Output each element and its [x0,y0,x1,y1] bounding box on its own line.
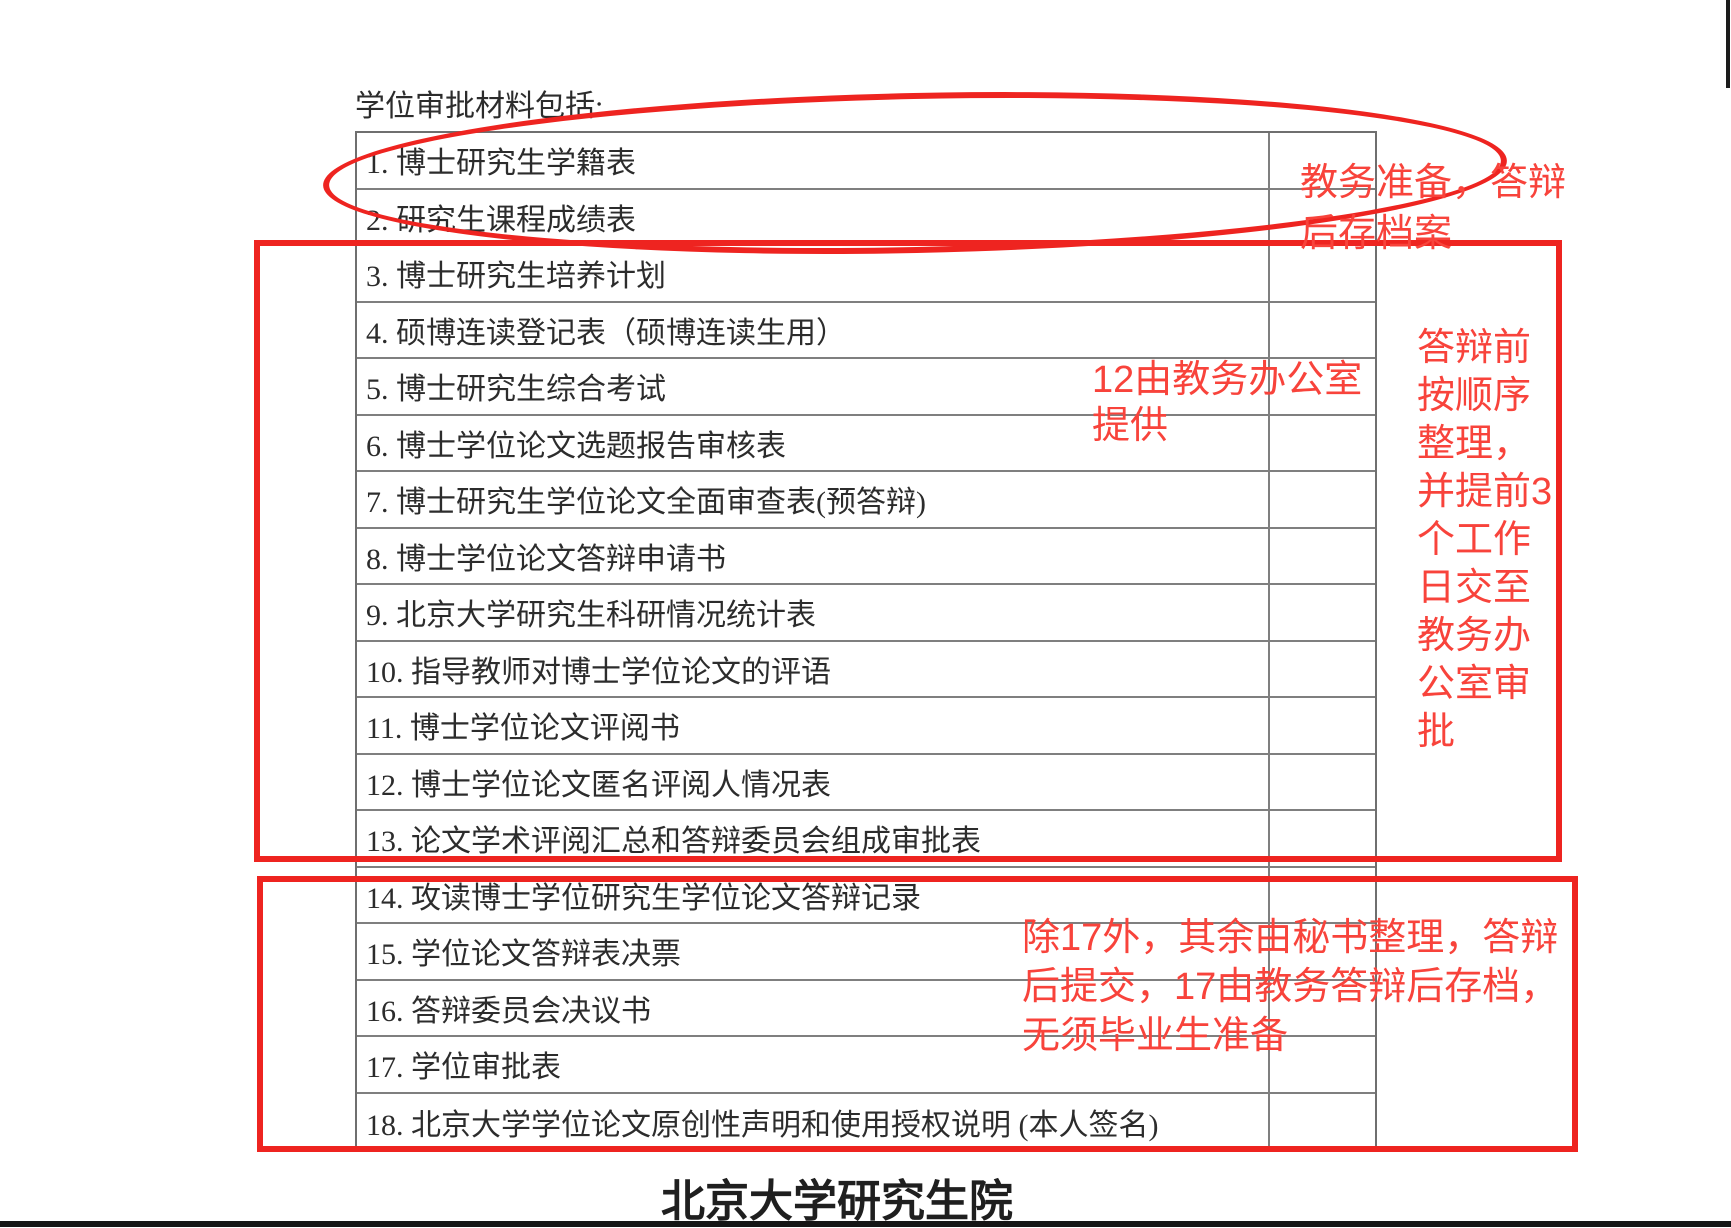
item-label: 15. 学位论文答辩表决票 [357,924,1270,979]
annotation-note-right: 答辩前 按顺序 整理， 并提前3 个工作 日交至 教务办 公室审 批 [1417,324,1552,756]
item-label: 1. 博士研究生学籍表 [357,133,1270,188]
item-label: 16. 答辩委员会决议书 [357,980,1270,1035]
table-row: 17. 学位审批表 [357,1037,1375,1094]
check-cell [1270,868,1375,923]
check-cell [1270,472,1375,527]
item-label: 8. 博士学位论文答辩申请书 [357,528,1270,583]
annotation-line: 并提前3 [1417,471,1553,513]
check-cell [1270,755,1375,810]
check-cell [1270,416,1375,471]
item-label: 4. 硕博连读登记表（硕博连读生用） [357,302,1270,357]
item-label: 6. 博士学位论文选题报告审核表 [357,415,1270,470]
check-cell [1270,981,1375,1036]
item-label: 9. 北京大学研究生科研情况统计表 [357,585,1270,640]
table-row: 18. 北京大学学位论文原创性声明和使用授权说明 (本人签名) [357,1093,1375,1151]
table-row: 9. 北京大学研究生科研情况统计表 [357,585,1375,642]
check-cell [1270,642,1375,697]
table-row: 2. 研究生课程成绩表 [357,189,1375,246]
annotation-line: 个工作 [1417,519,1532,561]
table-row: 8. 博士学位论文答辩申请书 [357,528,1375,585]
item-label: 17. 学位审批表 [357,1037,1270,1092]
page-edge-bottom-line [0,1221,1731,1227]
annotation-line: 整理， [1417,423,1532,465]
item-label: 10. 指导教师对博士学位论文的评语 [357,641,1270,696]
page-edge-right-line [1726,0,1730,88]
materials-table: 1. 博士研究生学籍表 2. 研究生课程成绩表 3. 博士研究生培养计划 4. … [355,131,1377,1152]
table-row: 6. 博士学位论文选题报告审核表 [357,415,1375,472]
check-cell [1270,246,1375,301]
table-row: 10. 指导教师对博士学位论文的评语 [357,641,1375,698]
item-label: 11. 博士学位论文评阅书 [357,698,1270,753]
doc-footer-institution: 北京大学研究生院 [661,1177,1013,1226]
annotation-line: 答辩前 [1417,327,1532,369]
annotation-line: 按顺序 [1417,375,1532,417]
table-row: 13. 论文学术评阅汇总和答辩委员会组成审批表 [357,811,1375,868]
item-label: 13. 论文学术评阅汇总和答辩委员会组成审批表 [357,811,1270,866]
item-label: 5. 博士研究生综合考试 [357,359,1270,414]
table-row: 14. 攻读博士学位研究生学位论文答辩记录 [357,867,1375,924]
table-row: 5. 博士研究生综合考试 [357,359,1375,416]
table-row: 12. 博士学位论文匿名评阅人情况表 [357,754,1375,811]
check-cell [1270,529,1375,584]
annotation-line: 批 [1417,711,1456,753]
table-row: 4. 硕博连读登记表（硕博连读生用） [357,302,1375,359]
check-cell [1270,924,1375,979]
item-label: 14. 攻读博士学位研究生学位论文答辩记录 [357,867,1270,922]
check-cell [1270,133,1375,188]
table-row: 1. 博士研究生学籍表 [357,133,1375,190]
check-cell [1270,1037,1375,1092]
table-row: 15. 学位论文答辩表决票 [357,924,1375,981]
table-row: 16. 答辩委员会决议书 [357,980,1375,1037]
table-row: 7. 博士研究生学位论文全面审查表(预答辩) [357,472,1375,529]
check-cell [1270,811,1375,866]
item-label: 7. 博士研究生学位论文全面审查表(预答辩) [357,472,1270,527]
annotation-line: 公室审 [1417,663,1532,705]
check-cell [1270,190,1375,245]
annotation-line: 教务办 [1417,615,1532,657]
item-label: 3. 博士研究生培养计划 [357,246,1270,301]
table-row: 3. 博士研究生培养计划 [357,246,1375,303]
annotation-line: 日交至 [1417,567,1532,609]
check-cell [1270,585,1375,640]
item-label: 18. 北京大学学位论文原创性声明和使用授权说明 (本人签名) [357,1093,1270,1150]
check-cell [1270,359,1375,414]
check-cell [1270,1094,1375,1151]
item-label: 2. 研究生课程成绩表 [357,189,1270,244]
check-cell [1270,698,1375,753]
item-label: 12. 博士学位论文匿名评阅人情况表 [357,754,1270,809]
doc-title: 学位审批材料包括: [355,90,604,123]
table-row: 11. 博士学位论文评阅书 [357,698,1375,755]
check-cell [1270,303,1375,358]
